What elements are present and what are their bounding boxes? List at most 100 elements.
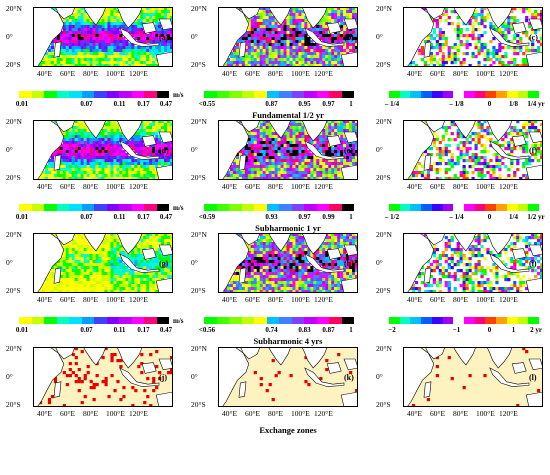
land-mass (528, 18, 543, 31)
map-cell (71, 34, 75, 38)
map-cell (65, 153, 69, 157)
map-cell (250, 171, 254, 175)
map-cell (77, 141, 81, 145)
map-cell (534, 144, 538, 148)
map-cell (325, 281, 329, 285)
map-cell (310, 58, 314, 62)
map-cell (525, 31, 529, 35)
map-cell (95, 275, 99, 279)
map-cell (322, 22, 326, 26)
map-cell (80, 236, 84, 240)
map-cell (104, 64, 108, 67)
map-cell (104, 239, 108, 243)
lon-tick-label: 100°E (476, 69, 495, 78)
land-mass (304, 27, 345, 47)
map-cell (107, 25, 111, 29)
map-cell (89, 61, 93, 65)
map-cell (62, 61, 66, 65)
map-cell (95, 49, 99, 53)
map-cell (328, 174, 332, 178)
map-cell (471, 37, 475, 41)
map-cell (328, 13, 332, 17)
map-cell (83, 272, 87, 276)
map-cell (262, 13, 266, 17)
map-cell (116, 25, 120, 29)
map-cell (277, 168, 281, 172)
map-cell (474, 254, 478, 258)
map-cell (507, 22, 511, 26)
map-cell (140, 132, 144, 136)
map-cell (277, 174, 281, 178)
map-cell (301, 177, 305, 180)
map-cell (313, 52, 317, 56)
map-cell (525, 34, 529, 38)
map-cell (319, 28, 323, 32)
map-cell (534, 49, 538, 53)
map-cell (256, 132, 260, 136)
map-cell (50, 278, 55, 282)
map-cell (244, 242, 248, 246)
map-cell (283, 144, 287, 148)
map-cell (155, 239, 159, 243)
map-cell (322, 275, 326, 279)
map-cell (298, 290, 302, 293)
map-cell (459, 61, 463, 65)
map-cell (131, 278, 135, 282)
map-cell (149, 233, 153, 237)
map-cell (292, 275, 296, 279)
map-cell (167, 144, 171, 148)
map-cell (286, 126, 290, 130)
map-cell (337, 174, 341, 178)
map-cell (483, 156, 487, 160)
map-cell (59, 55, 63, 59)
map-cell (170, 126, 173, 130)
map-cell (280, 177, 284, 180)
map-cell (247, 55, 251, 59)
map-cell (256, 177, 260, 180)
map-cell (456, 156, 460, 160)
map-cell (134, 147, 138, 151)
map-cell (444, 40, 448, 44)
map-cell (340, 242, 344, 246)
map-cell (235, 266, 240, 270)
map-cell (319, 31, 323, 35)
map-cell (113, 135, 117, 139)
map-cell (262, 281, 266, 285)
map-cell (134, 22, 138, 26)
map-cell (483, 165, 487, 169)
map-cell (292, 257, 296, 261)
map-cell (510, 147, 514, 151)
map-cell (259, 153, 263, 157)
map-cell (292, 132, 296, 136)
map-cell (295, 165, 299, 169)
map-cell (113, 120, 117, 124)
map-cell (98, 245, 102, 249)
map-cell (307, 278, 311, 282)
map-cell (334, 13, 338, 17)
map-cell (486, 236, 490, 240)
map-cell (152, 37, 156, 41)
map-cell (80, 16, 84, 20)
map-cell (71, 248, 75, 252)
map-cell (274, 34, 278, 38)
map-cell (143, 64, 147, 67)
map-cell (62, 138, 66, 142)
map-cell (298, 52, 302, 56)
map-cell (531, 40, 535, 44)
map-cell (86, 58, 90, 62)
map-cell (244, 34, 248, 38)
map-cell (161, 7, 165, 11)
map-cell (325, 239, 329, 243)
map-cell (540, 141, 543, 145)
map-cell (149, 58, 153, 62)
map-cell (256, 55, 260, 59)
map-cell (271, 242, 275, 246)
map-cell (295, 141, 299, 145)
map-cell (310, 269, 314, 273)
map-cell (65, 25, 69, 29)
map-cell (331, 147, 335, 151)
map-cell (271, 19, 275, 23)
map-cell (498, 49, 502, 53)
map-cell (334, 159, 338, 163)
map-cell (71, 275, 75, 279)
